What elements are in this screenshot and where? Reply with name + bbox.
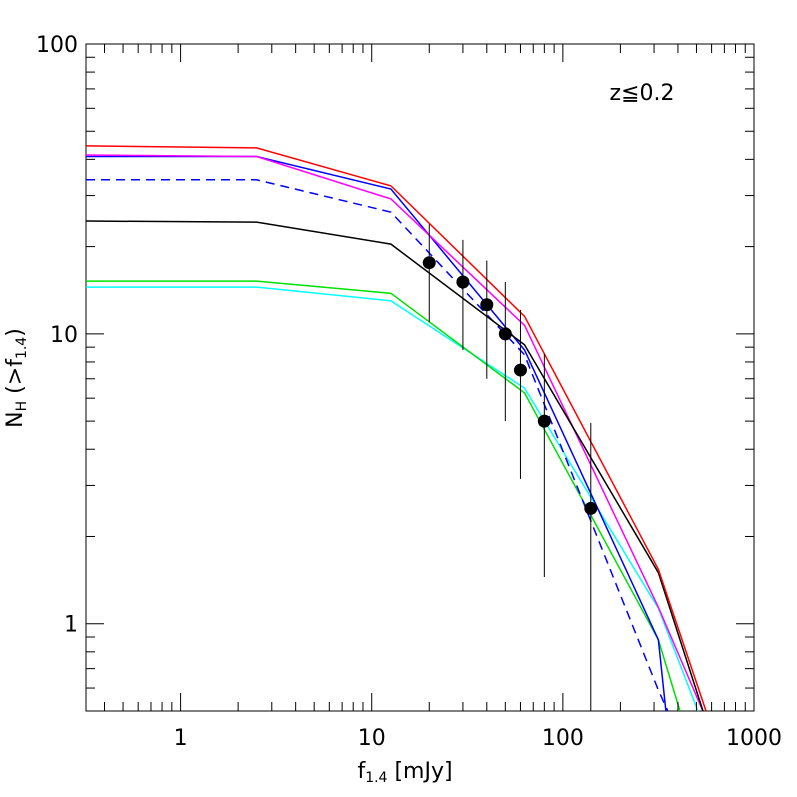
label-part: f (357, 759, 366, 784)
series-line (86, 155, 667, 711)
data-point (584, 501, 598, 515)
series-line (86, 280, 681, 711)
label-subscript: 1.4 (365, 770, 387, 786)
plot-frame (85, 43, 755, 712)
series-line (86, 154, 704, 711)
series-line (86, 220, 704, 711)
label-part: ) (3, 328, 28, 337)
y-tick-label: 10 (50, 323, 78, 348)
x-tick-label: 1000 (726, 726, 782, 751)
x-tick-label: 100 (542, 726, 584, 751)
x-tick-label: 1 (174, 726, 188, 751)
x-tick-label: 10 (358, 726, 386, 751)
data-point (513, 363, 527, 377)
label-subscript: H (14, 401, 30, 412)
y-tick-label: 1 (64, 613, 78, 638)
data-point (537, 414, 551, 428)
label-part: N (3, 411, 28, 427)
series-line (86, 145, 707, 711)
data-point (498, 327, 512, 341)
label-part: (>f (3, 358, 28, 401)
series-line (86, 179, 669, 711)
x-axis-label: f1.4 [mJy] (357, 759, 452, 786)
data-point (480, 298, 494, 312)
y-tick-label: 100 (36, 33, 78, 58)
annotation: z≦0.2 (610, 81, 675, 106)
data-point (422, 256, 436, 270)
label-subscript: 1.4 (14, 337, 30, 359)
data-point (456, 275, 470, 289)
lines (86, 145, 707, 711)
label-part: [mJy] (387, 759, 452, 784)
series-line (86, 286, 699, 711)
y-axis-label: NH (>f1.4) (3, 328, 30, 428)
